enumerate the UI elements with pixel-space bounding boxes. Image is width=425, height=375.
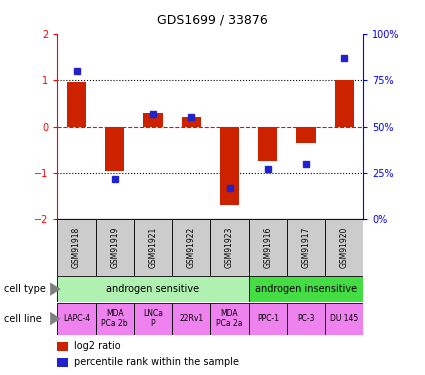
Text: MDA
PCa 2b: MDA PCa 2b xyxy=(102,309,128,328)
Bar xyxy=(181,117,201,127)
Bar xyxy=(57,358,68,367)
Text: GSM91919: GSM91919 xyxy=(110,227,119,268)
Bar xyxy=(249,303,287,334)
Text: cell type: cell type xyxy=(4,284,46,294)
Bar xyxy=(57,219,96,276)
Text: percentile rank within the sample: percentile rank within the sample xyxy=(74,357,239,368)
Bar xyxy=(134,219,172,276)
Bar xyxy=(325,303,363,334)
Text: DU 145: DU 145 xyxy=(330,314,358,323)
Text: GSM91922: GSM91922 xyxy=(187,227,196,268)
Text: 22Rv1: 22Rv1 xyxy=(179,314,203,323)
Text: PC-3: PC-3 xyxy=(297,314,315,323)
Bar xyxy=(325,219,363,276)
Text: PPC-1: PPC-1 xyxy=(257,314,279,323)
Bar xyxy=(249,276,363,302)
Bar xyxy=(249,219,287,276)
Bar xyxy=(143,112,162,127)
Text: androgen insensitive: androgen insensitive xyxy=(255,284,357,294)
Bar xyxy=(96,219,134,276)
Bar xyxy=(287,303,325,334)
Bar xyxy=(57,342,68,351)
Text: androgen sensitive: androgen sensitive xyxy=(106,284,200,294)
Bar xyxy=(172,303,210,334)
Bar xyxy=(96,303,134,334)
Text: cell line: cell line xyxy=(4,314,42,324)
Bar xyxy=(210,219,249,276)
Text: GSM91920: GSM91920 xyxy=(340,227,349,268)
Bar xyxy=(57,276,249,302)
Bar xyxy=(220,127,239,206)
Bar xyxy=(134,303,172,334)
Bar xyxy=(67,82,86,127)
Text: GSM91916: GSM91916 xyxy=(263,227,272,268)
Text: GSM91917: GSM91917 xyxy=(301,227,311,268)
Bar xyxy=(210,303,249,334)
Text: GSM91918: GSM91918 xyxy=(72,227,81,268)
Bar xyxy=(296,127,315,143)
Text: LAPC-4: LAPC-4 xyxy=(63,314,90,323)
Text: GDS1699 / 33876: GDS1699 / 33876 xyxy=(157,13,268,26)
Text: GSM91923: GSM91923 xyxy=(225,227,234,268)
Bar xyxy=(335,80,354,127)
Text: log2 ratio: log2 ratio xyxy=(74,341,121,351)
Bar xyxy=(287,219,325,276)
Bar xyxy=(105,127,124,171)
Bar xyxy=(172,219,210,276)
Bar xyxy=(258,127,277,161)
Bar xyxy=(57,303,96,334)
Text: MDA
PCa 2a: MDA PCa 2a xyxy=(216,309,243,328)
Text: LNCa
P: LNCa P xyxy=(143,309,163,328)
Text: GSM91921: GSM91921 xyxy=(148,227,158,268)
